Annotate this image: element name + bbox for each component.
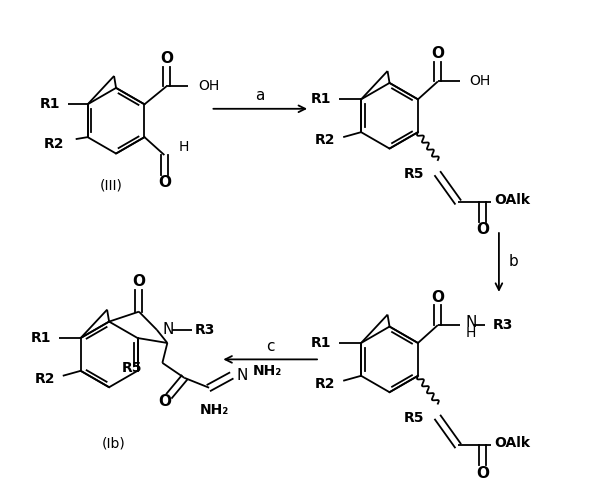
Text: (III): (III) [100, 178, 123, 192]
Text: H: H [466, 326, 476, 340]
Text: H: H [178, 140, 189, 154]
Text: R3: R3 [195, 323, 215, 337]
Text: NH₂: NH₂ [199, 402, 229, 416]
Text: O: O [476, 466, 489, 481]
Text: O: O [160, 51, 173, 66]
Text: R1: R1 [31, 331, 51, 345]
Text: N: N [237, 368, 248, 384]
Text: O: O [476, 222, 489, 237]
Text: OAlk: OAlk [494, 436, 530, 450]
Text: OAlk: OAlk [494, 193, 530, 207]
Text: OH: OH [470, 74, 491, 88]
Text: O: O [158, 176, 171, 190]
Text: R2: R2 [34, 372, 55, 386]
Text: R5: R5 [122, 361, 142, 375]
Text: (Ib): (Ib) [102, 437, 126, 451]
Text: O: O [158, 394, 171, 409]
Text: NH₂: NH₂ [253, 364, 282, 378]
Text: a: a [255, 88, 265, 104]
Text: R5: R5 [403, 167, 424, 181]
Text: R3: R3 [492, 318, 513, 332]
Text: O: O [133, 274, 145, 289]
Text: R2: R2 [43, 137, 64, 151]
Text: R2: R2 [315, 133, 335, 147]
Text: OH: OH [198, 80, 219, 94]
Text: R2: R2 [315, 377, 335, 391]
Text: N: N [163, 322, 174, 338]
Text: c: c [266, 339, 274, 354]
Text: R1: R1 [311, 336, 331, 350]
Text: O: O [431, 46, 444, 61]
Text: b: b [509, 254, 519, 270]
Text: R1: R1 [311, 92, 331, 106]
Text: O: O [431, 290, 444, 304]
Text: R1: R1 [39, 98, 60, 112]
Text: N: N [466, 314, 477, 330]
Text: R5: R5 [403, 410, 424, 424]
